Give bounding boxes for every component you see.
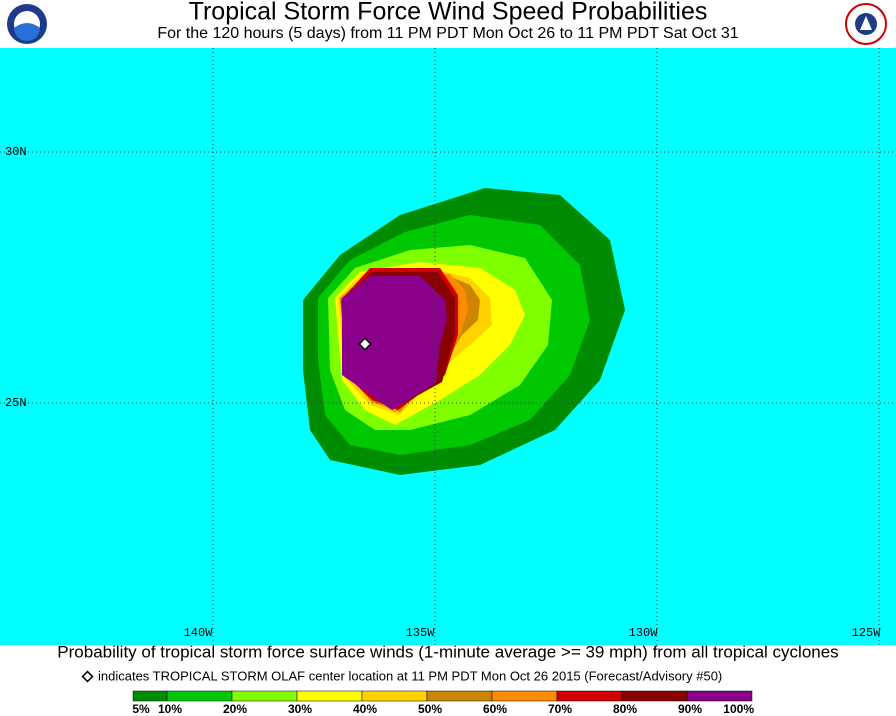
legend: 5% 10% 20% 30% 40% 50% 60% 70% 80% 90% 100% (132, 690, 754, 716)
subtitle: For the 120 hours (5 days) from 11 PM PD… (157, 25, 738, 42)
storm-center-marker (358, 337, 372, 351)
lon-label: 140W (184, 626, 214, 640)
legend-swatch (686, 690, 753, 702)
legend-label: 10% (158, 702, 182, 716)
nws-logo (845, 3, 887, 45)
note-icon (81, 670, 94, 683)
legend-swatch (556, 690, 623, 702)
lon-label: 130W (629, 626, 659, 640)
legend-swatch (166, 690, 233, 702)
legend-label: 80% (613, 702, 637, 716)
title: Tropical Storm Force Wind Speed Probabil… (189, 0, 708, 26)
legend-label: 70% (548, 702, 572, 716)
note: indicates TROPICAL STORM OLAF center loc… (98, 668, 722, 683)
legend-label: 50% (418, 702, 442, 716)
legend-label: 60% (483, 702, 507, 716)
legend-swatch (296, 690, 363, 702)
lon-label: 125W (852, 626, 882, 640)
legend-swatch (491, 690, 558, 702)
lon-label: 135W (406, 626, 436, 640)
legend-label: 40% (353, 702, 377, 716)
caption: Probability of tropical storm force surf… (57, 642, 838, 661)
legend-label: 5% (132, 702, 150, 716)
legend-swatch (621, 690, 688, 702)
legend-label: 100% (723, 702, 754, 716)
legend-label: 20% (223, 702, 247, 716)
legend-swatch (426, 690, 493, 702)
lat-label: 25N (5, 396, 27, 410)
legend-swatch (132, 690, 168, 702)
graticule (0, 48, 896, 645)
noaa-logo (7, 4, 47, 44)
lat-label: 30N (5, 145, 27, 159)
legend-label: 30% (288, 702, 312, 716)
legend-swatch (361, 690, 428, 702)
legend-swatch (231, 690, 298, 702)
legend-label: 90% (678, 702, 702, 716)
